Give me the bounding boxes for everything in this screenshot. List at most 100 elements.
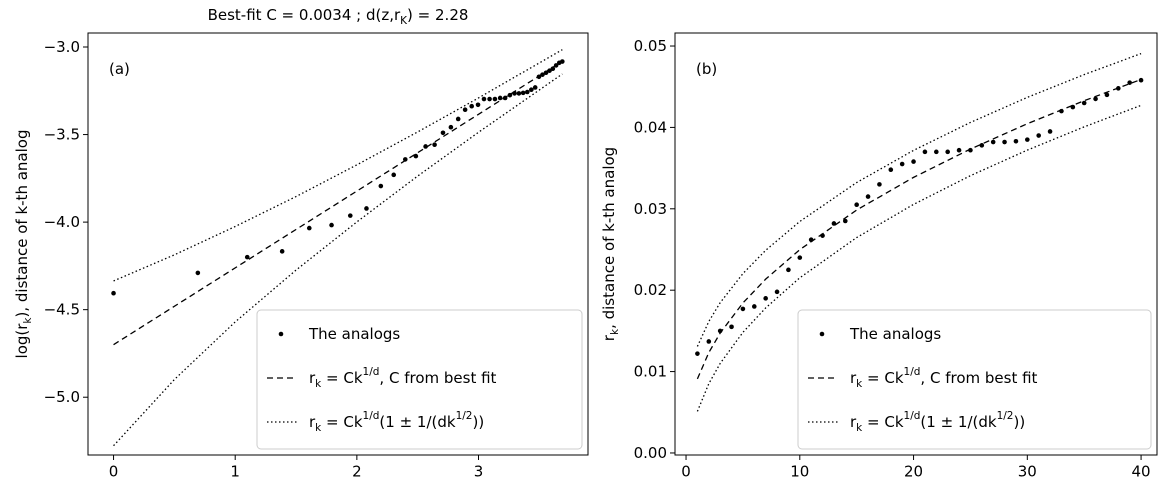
y-axis-label: log(rk), distance of k-th analog: [13, 130, 35, 359]
point: [922, 149, 928, 155]
y-tick-label: 0.01: [634, 362, 667, 380]
point: [842, 218, 848, 224]
point: [877, 182, 882, 187]
y-tick-label: 0.02: [634, 281, 667, 299]
point: [1104, 92, 1110, 98]
point: [899, 161, 905, 167]
point: [740, 306, 746, 312]
point: [1081, 100, 1087, 106]
point: [306, 225, 312, 231]
x-tick-label: 30: [1018, 463, 1037, 481]
point: [956, 147, 962, 153]
point: [979, 143, 985, 148]
point: [1036, 133, 1041, 138]
point: [1138, 77, 1144, 83]
point: [487, 96, 492, 102]
axes-frame: [674, 32, 1158, 456]
point: [934, 149, 939, 155]
point: [481, 96, 487, 102]
legend-label: The analogs: [308, 325, 400, 343]
legend-box: [256, 309, 583, 450]
y-tick-label: 0.04: [634, 118, 667, 136]
legend-marker: [819, 331, 825, 337]
point: [786, 267, 791, 273]
point: [1093, 96, 1098, 102]
axes-frame: [87, 32, 589, 456]
panel-label: (b): [696, 60, 717, 78]
point: [378, 183, 384, 189]
point: [550, 66, 556, 72]
line: [696, 52, 1142, 347]
point: [695, 351, 700, 356]
point: [448, 124, 454, 130]
point: [1013, 138, 1019, 144]
point: [195, 270, 201, 276]
legend-label: The analogs: [849, 325, 941, 343]
x-tick-label: 40: [1132, 463, 1151, 481]
panel-label: (a): [109, 60, 130, 78]
chart-title: Best-fit C = 0.0034 ; d(z,rK) = 2.28: [208, 6, 469, 28]
point: [329, 222, 334, 228]
point: [279, 249, 285, 254]
plot-area: [111, 49, 565, 447]
x-tick-label: 20: [904, 463, 923, 481]
x-tick-label: 3: [474, 463, 484, 481]
point: [469, 103, 474, 109]
point: [1002, 139, 1007, 145]
point: [911, 159, 916, 164]
point: [888, 167, 894, 173]
legend-label: rk = Ck1/d, C from best fit: [850, 366, 1038, 390]
x-tick-label: 10: [790, 463, 809, 481]
point: [524, 89, 530, 95]
point: [529, 87, 534, 93]
line: [113, 49, 563, 282]
y-tick-label: −4.5: [44, 300, 80, 318]
y-tick-label: 0.05: [634, 37, 667, 55]
legend-box: [797, 309, 1152, 450]
y-tick-label: 0.00: [634, 443, 667, 461]
point: [520, 90, 526, 96]
legend-label: rk = Ck1/d, C from best fit: [309, 366, 497, 390]
point: [462, 107, 468, 112]
point: [507, 92, 513, 98]
point: [751, 304, 757, 309]
point: [865, 194, 871, 199]
point: [1047, 129, 1053, 134]
x-tick-label: 1: [230, 463, 240, 481]
y-axis-label: rk, distance of k-th analog: [600, 147, 622, 341]
point: [111, 290, 116, 296]
point: [532, 85, 538, 90]
legend-marker: [278, 331, 284, 337]
y-tick-label: −3.0: [44, 38, 80, 56]
y-tick-label: −5.0: [44, 388, 80, 406]
point: [492, 96, 498, 102]
point: [475, 102, 481, 108]
point: [391, 172, 397, 178]
point: [244, 254, 250, 260]
plot-area: [695, 52, 1144, 412]
point: [990, 139, 996, 145]
point: [774, 289, 780, 295]
point: [516, 91, 522, 96]
point: [945, 149, 950, 155]
point: [1025, 137, 1030, 142]
line: [113, 60, 563, 346]
point: [729, 324, 734, 330]
point: [455, 116, 461, 122]
y-tick-label: −3.5: [44, 125, 80, 143]
x-tick-label: 2: [352, 463, 362, 481]
point: [540, 72, 545, 77]
point: [440, 130, 446, 136]
x-tick-label: 0: [681, 463, 691, 481]
point: [706, 339, 712, 344]
point: [347, 213, 353, 218]
line: [113, 73, 563, 447]
legend-label: rk = Ck1/d(1 ± 1/(dk1/2)): [309, 410, 484, 434]
y-tick-label: 0.03: [634, 199, 667, 217]
legend-label: rk = Ck1/d(1 ± 1/(dk1/2)): [850, 410, 1025, 434]
point: [1127, 80, 1132, 85]
point: [854, 202, 859, 208]
point: [797, 255, 803, 260]
x-tick-label: 0: [109, 463, 119, 481]
